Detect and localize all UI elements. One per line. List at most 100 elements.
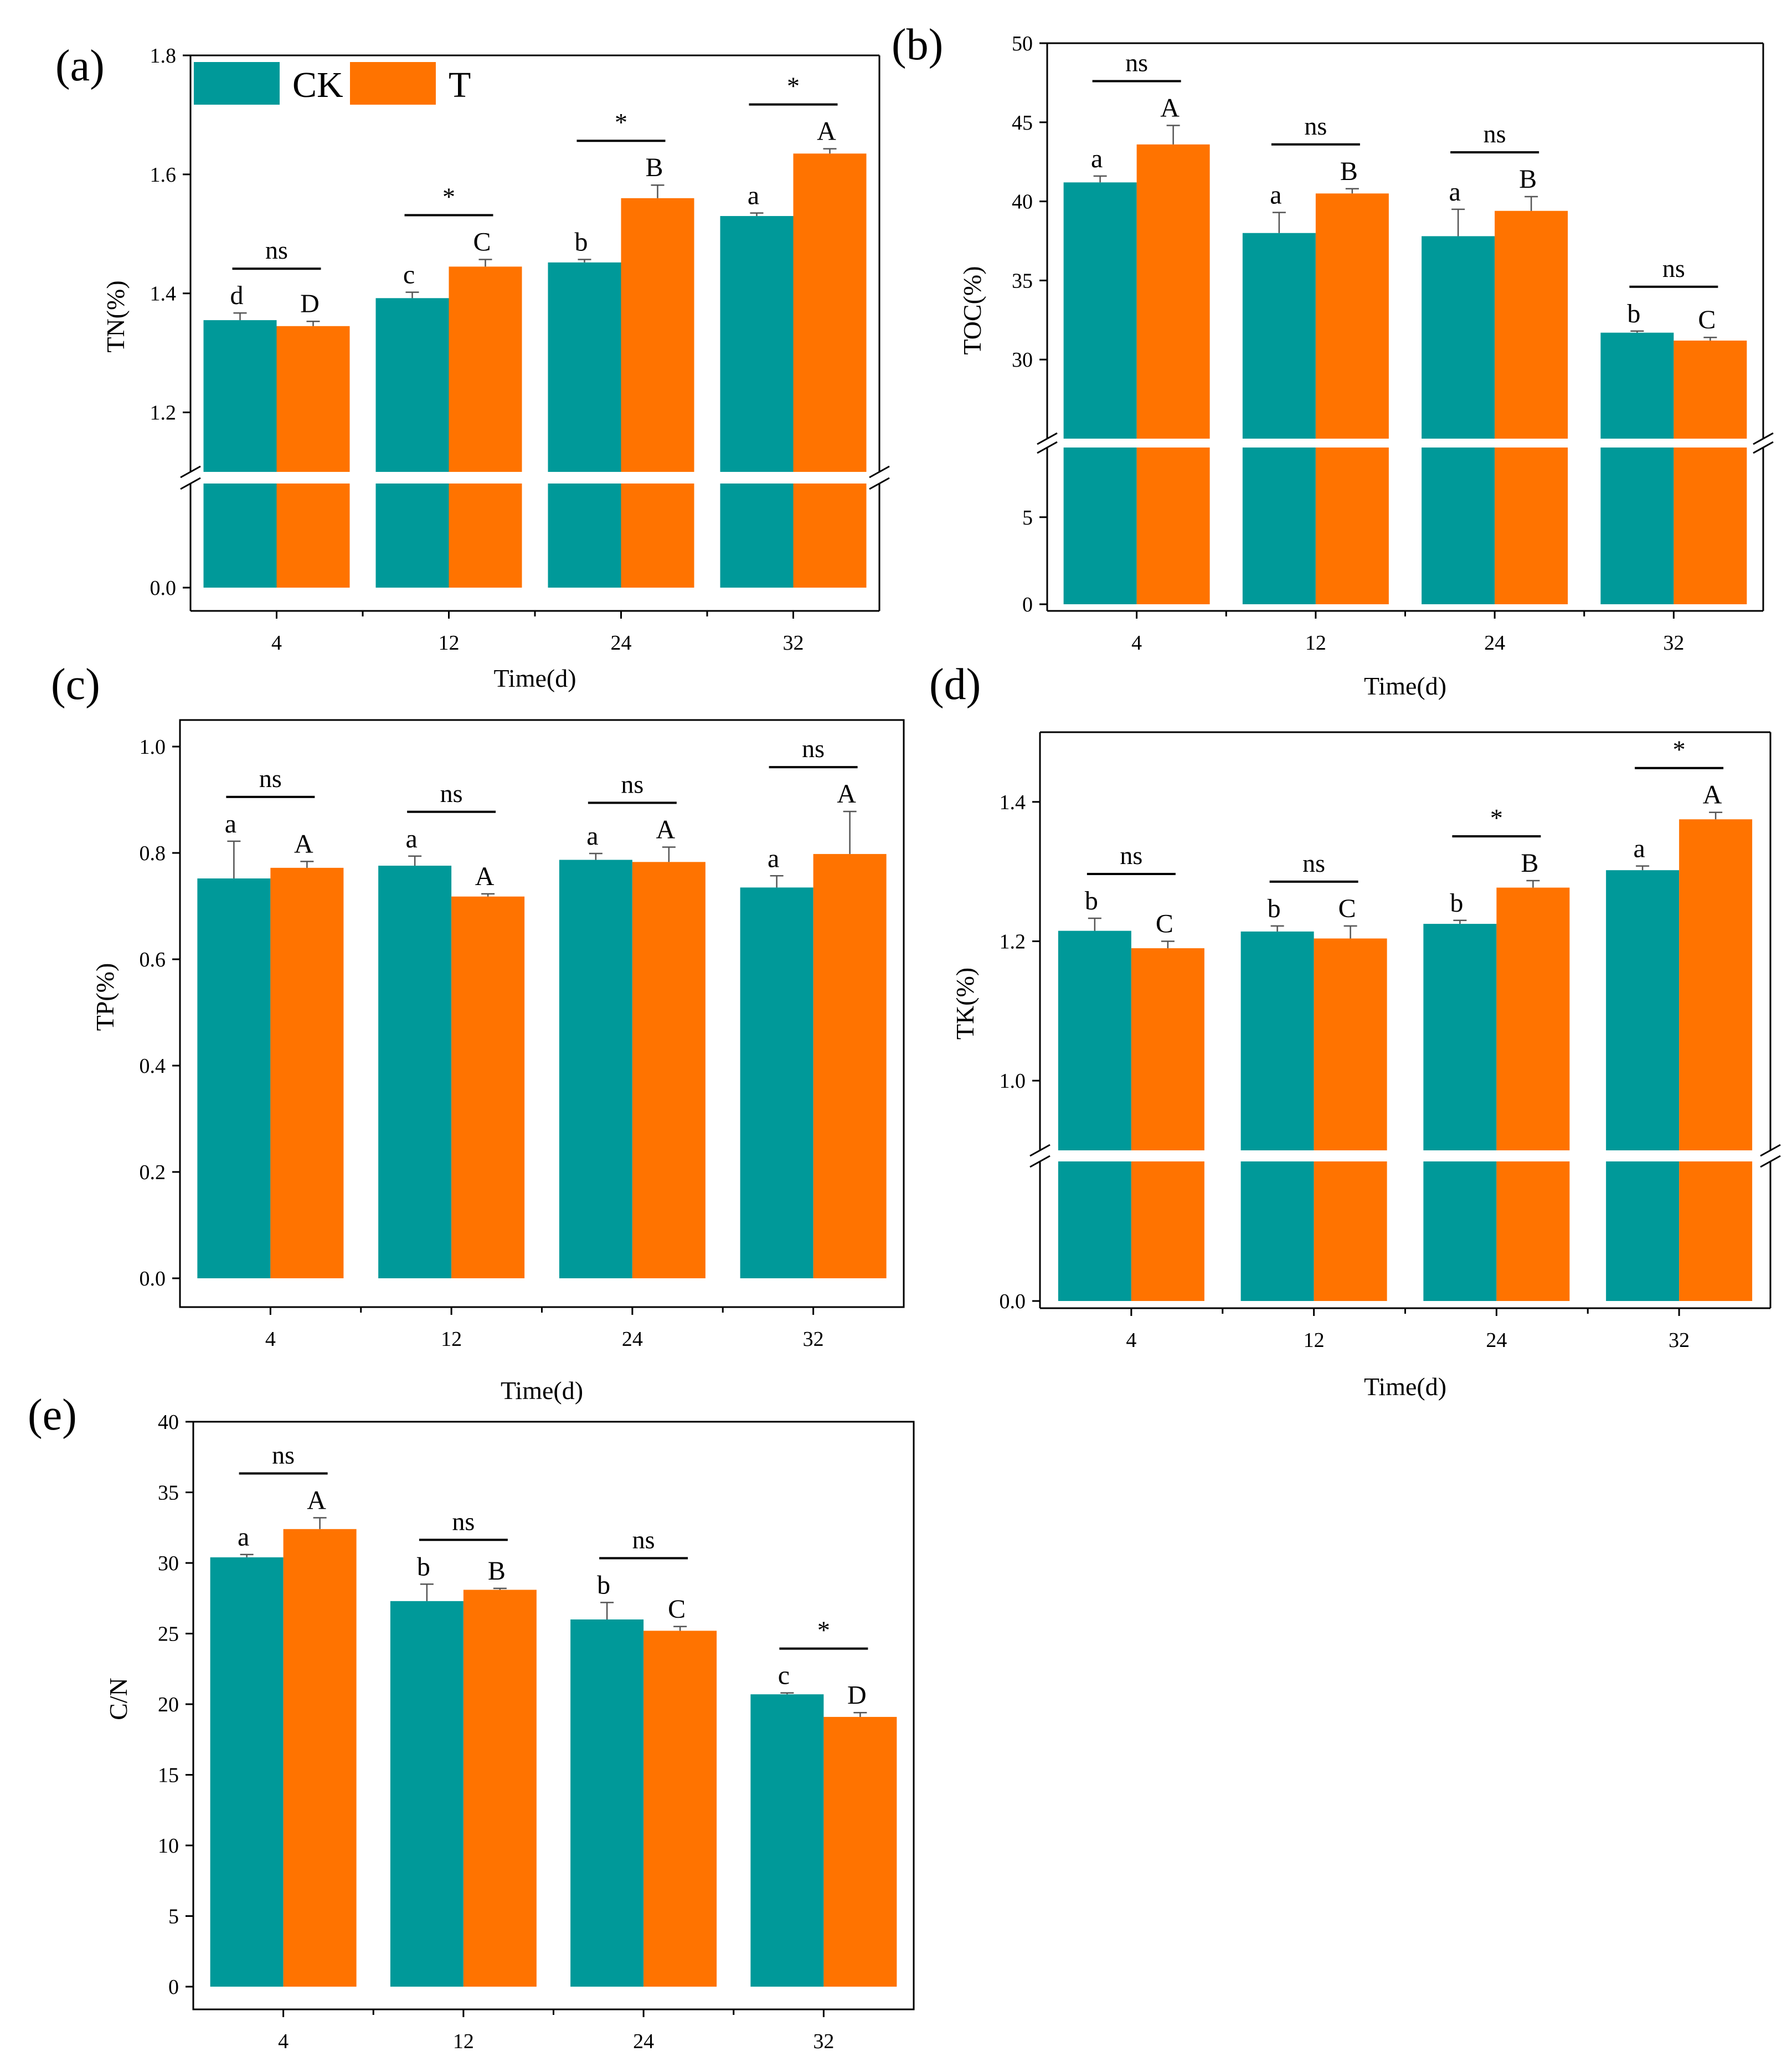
y-tick-label: 0 (1022, 593, 1033, 616)
y-tick-label: 10 (158, 1834, 179, 1858)
bar-lower-CK-32 (1600, 448, 1674, 604)
panel-b: (b) a a a b A B B Cns ns ns ns 30 35 40 45 50 0 5 4 12 24 32 Ti… (892, 20, 1774, 700)
axis-break-mark (869, 465, 890, 479)
y-tick-label: 0 (168, 1976, 179, 1999)
bar-lower-T-12 (449, 484, 522, 588)
group-letter-CK-32: b (1627, 299, 1640, 328)
y-tick-label: 1.4 (1000, 791, 1026, 814)
group-letter-CK-32: a (748, 181, 759, 210)
axis-break-mark (1029, 1155, 1051, 1168)
x-tick-label: 12 (453, 2030, 474, 2053)
y-tick-label: 0.6 (140, 948, 166, 971)
bar-lower-T-32 (1673, 448, 1747, 604)
y-tick-label: 0.0 (1000, 1290, 1026, 1313)
legend-label-CK: CK (292, 65, 343, 105)
bar-CK-24 (559, 860, 632, 1278)
bar-CK-24 (548, 262, 621, 472)
bar-lower-T-24 (1496, 1161, 1570, 1301)
y-tick-label: 1.8 (150, 44, 177, 68)
group-letter-CK-4: a (1091, 144, 1103, 173)
bar-lower-CK-32 (720, 484, 794, 588)
group-letter-T-32: D (847, 1680, 867, 1710)
x-axis-label: Time(d) (1364, 672, 1446, 700)
group-letter-T-12: B (1340, 157, 1358, 186)
axis-break-mark (1760, 1144, 1781, 1157)
significance-label-4: ns (1120, 841, 1142, 870)
significance-label-4: ns (265, 236, 288, 264)
x-tick-label: 24 (633, 2030, 654, 2053)
bar-lower-CK-24 (1423, 1161, 1497, 1301)
significance-label-32: * (817, 1616, 830, 1644)
x-tick-label: 24 (1486, 1329, 1507, 1352)
group-letter-T-32: C (1698, 305, 1716, 335)
group-letter-T-32: A (817, 117, 836, 146)
bar-T-4 (283, 1529, 357, 1987)
bar-lower-CK-32 (1606, 1161, 1680, 1301)
bar-T-24 (1496, 887, 1570, 1150)
group-letter-T-12: C (1338, 894, 1356, 923)
panel-d: (d) b b b a C C B Ans ns * * 1.0 1.2 1.4 0.0 4 12 24 32 Time… (929, 660, 1781, 1401)
bar-CK-12 (1242, 233, 1316, 439)
x-tick-label: 12 (441, 1328, 462, 1351)
y-tick-label: 30 (1012, 348, 1033, 372)
group-letter-CK-4: a (225, 809, 236, 839)
group-letter-CK-32: a (768, 844, 779, 873)
group-letter-T-4: C (1156, 909, 1173, 939)
bar-CK-32 (740, 887, 813, 1278)
group-letter-T-24: A (656, 815, 676, 844)
group-letter-CK-24: b (1450, 888, 1463, 918)
bar-T-12 (451, 896, 525, 1278)
axis-break-mark (180, 477, 201, 490)
bar-lower-CK-24 (1422, 448, 1495, 604)
legend-swatch-T (350, 62, 436, 105)
significance-label-12: ns (1302, 849, 1325, 877)
panel-label: (e) (28, 1391, 77, 1439)
x-tick-label: 4 (1131, 631, 1142, 655)
legend-label-T: T (449, 65, 471, 105)
significance-label-4: ns (259, 764, 282, 793)
y-tick-label: 1.6 (150, 163, 177, 187)
bar-CK-32 (1600, 332, 1674, 439)
group-letter-CK-12: b (1268, 894, 1281, 923)
bar-lower-CK-12 (1240, 1161, 1314, 1301)
y-tick-label: 0.2 (140, 1161, 166, 1184)
bar-T-12 (449, 266, 522, 472)
legend-swatch-CK (194, 62, 280, 105)
significance-label-24: * (615, 108, 627, 136)
significance-label-4: ns (272, 1441, 295, 1469)
significance-label-32: ns (802, 734, 825, 763)
y-tick-label: 50 (1012, 32, 1033, 55)
y-axis-label: TN(%) (101, 280, 130, 352)
group-letter-T-12: B (488, 1556, 506, 1586)
bar-lower-T-12 (1315, 448, 1389, 604)
y-tick-label: 1.2 (1000, 930, 1026, 954)
x-axis-label: Time(d) (493, 664, 576, 692)
x-tick-label: 12 (1304, 1329, 1325, 1352)
group-letter-CK-12: c (403, 260, 415, 290)
significance-label-24: ns (1484, 120, 1506, 148)
group-letter-T-24: C (668, 1595, 686, 1624)
bar-lower-T-32 (1679, 1161, 1753, 1301)
bar-CK-12 (378, 866, 452, 1278)
bar-lower-T-4 (1136, 448, 1210, 604)
group-letter-CK-12: b (417, 1552, 430, 1581)
group-letter-T-4: A (294, 829, 313, 858)
bar-lower-T-4 (1131, 1161, 1204, 1301)
group-letter-CK-32: c (778, 1661, 790, 1690)
x-tick-label: 4 (265, 1328, 276, 1351)
bar-T-12 (463, 1590, 537, 1987)
bar-CK-4 (1063, 182, 1137, 439)
group-letter-T-12: C (473, 227, 491, 256)
bar-T-12 (1314, 938, 1387, 1150)
bar-T-24 (632, 862, 706, 1278)
group-letter-T-4: A (1160, 94, 1180, 123)
y-tick-label: 40 (158, 1411, 179, 1434)
bar-T-32 (1679, 819, 1753, 1150)
panel-c: (c) a a a a A A A Ans ns ns ns 0.0 0.2 0.4 0.6 0.8 1.0 4 12… (51, 660, 905, 1405)
bar-CK-32 (1606, 870, 1680, 1150)
bar-CK-12 (1240, 931, 1314, 1150)
y-tick-label: 5 (168, 1905, 179, 1929)
axis-break-mark (1037, 432, 1058, 445)
bar-lower-T-12 (1314, 1161, 1387, 1301)
